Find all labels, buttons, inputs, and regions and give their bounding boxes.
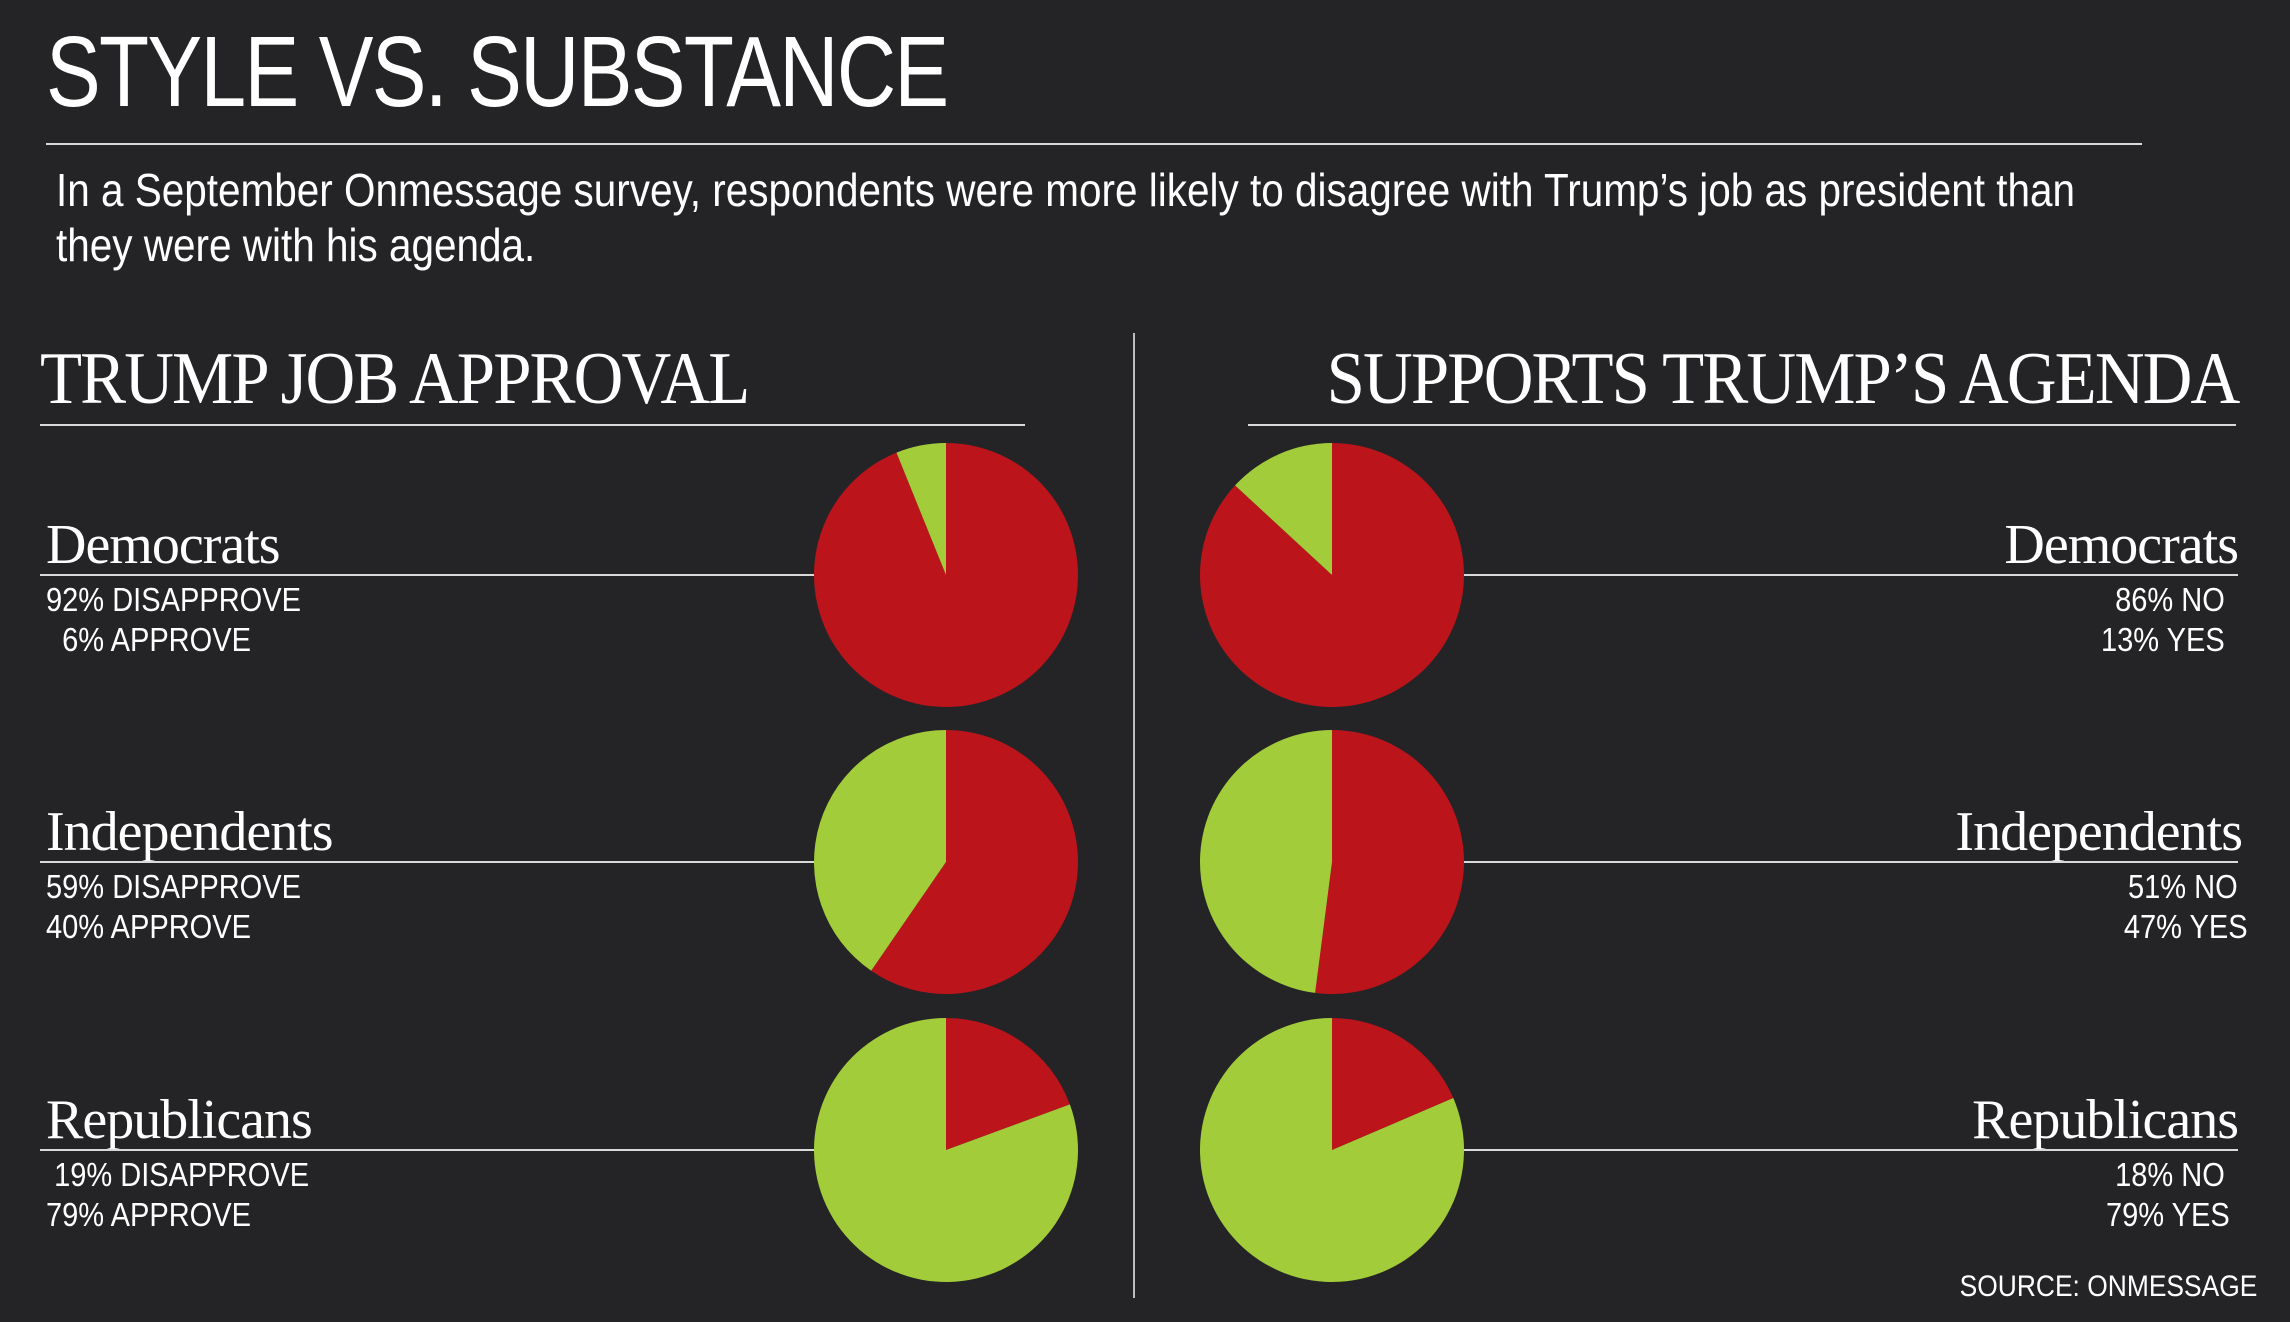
right-pie-democrats-positive-slice bbox=[1235, 443, 1332, 575]
left-row-rule-democrats bbox=[40, 574, 943, 576]
left-panel-title: TRUMP JOB APPROVAL bbox=[40, 338, 750, 420]
right-pie-independents-positive-slice bbox=[1199, 730, 1332, 993]
left-positive-stat-republicans: 79% APPROVE bbox=[46, 1196, 251, 1233]
right-group-name-republicans: Republicans bbox=[1972, 1089, 2239, 1151]
chart-title: STYLE VS. SUBSTANCE bbox=[46, 16, 949, 128]
right-negative-stat-democrats: 86% NO bbox=[2115, 581, 2233, 618]
left-pie-democrats-negative-slice bbox=[814, 443, 1079, 708]
left-row-rule-republicans bbox=[40, 1149, 943, 1151]
right-pie-democrats-negative-slice bbox=[1200, 443, 1465, 707]
left-group-name-democrats: Democrats bbox=[46, 514, 281, 576]
left-positive-stat-independents: 40% APPROVE bbox=[46, 908, 251, 945]
right-pie-republicans-positive-slice bbox=[1200, 1018, 1464, 1282]
left-pie-republicans-positive-slice bbox=[814, 1018, 1078, 1283]
left-group-name-independents: Independents bbox=[46, 801, 334, 863]
left-group-name-republicans: Republicans bbox=[46, 1089, 313, 1151]
right-positive-stat-independents: 47% YES bbox=[2124, 908, 2248, 945]
left-negative-stat-independents: 59% DISAPPROVE bbox=[46, 868, 302, 905]
left-panel-title-rule bbox=[40, 424, 1025, 426]
right-row-rule-democrats bbox=[1385, 574, 2238, 576]
left-pie-independents-negative-slice bbox=[871, 730, 1078, 994]
right-row-rule-republicans bbox=[1385, 1149, 2238, 1151]
right-positive-stat-republicans: 79% YES bbox=[2106, 1196, 2238, 1233]
left-pie-democrats-positive-slice bbox=[896, 443, 946, 575]
right-pie-republicans-negative-slice bbox=[1332, 1018, 1454, 1150]
left-positive-stat-democrats: 6% APPROVE bbox=[46, 621, 251, 658]
right-group-name-democrats: Democrats bbox=[2004, 514, 2239, 576]
left-pie-independents-positive-slice bbox=[814, 730, 946, 971]
right-row-rule-independents bbox=[1385, 861, 2238, 863]
left-negative-stat-republicans: 19% DISAPPROVE bbox=[46, 1156, 310, 1193]
title-rule bbox=[46, 143, 2142, 145]
right-group-name-independents: Independents bbox=[1955, 801, 2243, 863]
left-negative-stat-democrats: 92% DISAPPROVE bbox=[46, 581, 302, 618]
source-note: SOURCE: ONMESSAGE bbox=[1959, 1270, 2257, 1303]
right-pie-independents-negative-slice bbox=[1315, 730, 1464, 994]
right-positive-stat-democrats: 13% YES bbox=[2101, 621, 2233, 658]
right-panel-title-rule bbox=[1248, 424, 2236, 426]
right-negative-stat-independents: 51% NO bbox=[2128, 868, 2238, 905]
left-row-rule-independents bbox=[40, 861, 943, 863]
right-negative-stat-republicans: 18% NO bbox=[2115, 1156, 2233, 1193]
right-panel-title: SUPPORTS TRUMP’S AGENDA bbox=[1326, 338, 2240, 420]
chart-subtitle: In a September Onmessage survey, respond… bbox=[56, 164, 2076, 271]
left-pie-republicans-negative-slice bbox=[946, 1018, 1070, 1150]
panel-divider bbox=[1133, 333, 1135, 1298]
